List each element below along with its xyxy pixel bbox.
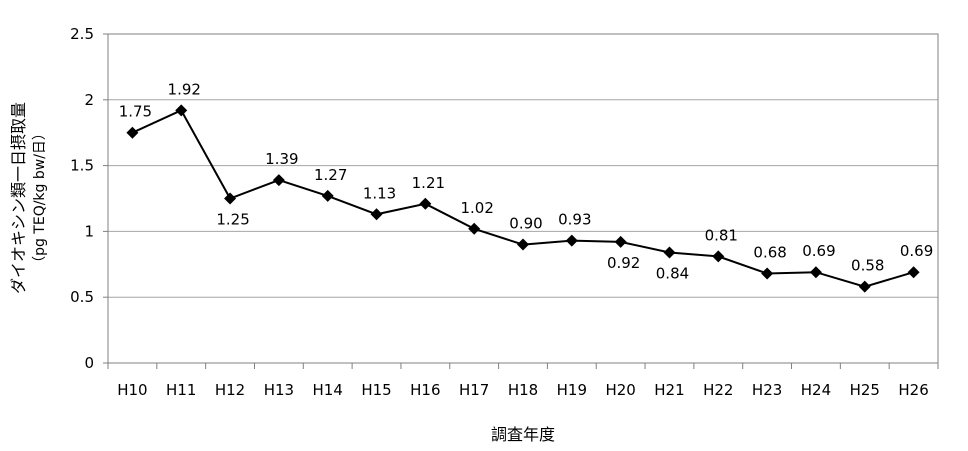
data-label: 0.92 <box>607 254 640 272</box>
data-label: 1.21 <box>412 174 445 192</box>
data-point <box>224 192 237 205</box>
y-axis-title: ダイオキシン類一日摂取量 （pg TEQ/kg bw/日） <box>9 102 48 294</box>
y-tick-label: 0 <box>84 354 94 372</box>
data-point <box>517 238 529 251</box>
data-label: 0.69 <box>900 242 933 260</box>
data-label: 1.25 <box>216 211 249 229</box>
data-points <box>126 104 920 293</box>
y-tick-label: 0.5 <box>70 288 94 306</box>
data-point <box>565 234 578 247</box>
x-tick-label: H12 <box>215 381 245 399</box>
x-tick-label: H10 <box>117 381 147 399</box>
data-label: 0.81 <box>705 226 738 244</box>
data-point <box>614 235 627 248</box>
data-point <box>761 267 774 280</box>
data-label: 0.84 <box>656 264 689 282</box>
data-label: 1.75 <box>119 103 152 121</box>
x-axis-title: 調査年度 <box>491 425 555 444</box>
data-label: 0.93 <box>558 211 591 229</box>
y-axis-title-unit: （pg TEQ/kg bw/日） <box>32 126 48 270</box>
x-tick-label: H26 <box>898 381 928 399</box>
x-axis-ticks <box>107 363 939 369</box>
y-axis-title-main: ダイオキシン類一日摂取量 <box>9 102 28 294</box>
data-point <box>126 126 139 139</box>
x-tick-label: H24 <box>801 381 831 399</box>
data-point <box>907 266 920 279</box>
x-tick-label: H25 <box>850 381 880 399</box>
x-tick-label: H11 <box>166 381 196 399</box>
y-axis-tick-labels: 0 0.5 1 1.5 2 2.5 <box>70 25 94 372</box>
data-point <box>468 222 481 235</box>
data-point <box>321 189 334 202</box>
data-point <box>419 197 432 210</box>
data-label: 0.90 <box>509 215 542 233</box>
y-tick-label: 1 <box>84 222 94 240</box>
x-tick-label: H19 <box>557 381 587 399</box>
x-tick-label: H22 <box>703 381 733 399</box>
x-tick-label: H17 <box>459 381 489 399</box>
data-label: 0.69 <box>802 242 835 260</box>
data-label: 1.02 <box>460 199 493 217</box>
data-point <box>272 174 285 187</box>
x-tick-label: H14 <box>313 381 343 399</box>
data-point <box>175 104 188 117</box>
data-label: 1.13 <box>363 184 396 202</box>
x-tick-label: H16 <box>410 381 440 399</box>
data-label: 1.39 <box>265 150 298 168</box>
data-point <box>809 266 822 279</box>
x-tick-label: H13 <box>264 381 294 399</box>
y-tick-label: 1.5 <box>70 157 94 175</box>
data-labels: 1.75 1.92 1.25 1.39 1.27 1.13 1.21 1.02 0.90 0.93… <box>119 80 934 282</box>
data-label: 1.27 <box>314 166 347 184</box>
data-label: 1.92 <box>168 80 201 98</box>
plot-area <box>107 33 939 364</box>
data-label: 0.58 <box>851 257 884 275</box>
x-axis-tick-labels: H10 H11 H12 H13 H14 H15 H16 H17 H18 H19 H20 H21 H22 H… <box>117 381 929 399</box>
y-tick-label: 2.5 <box>70 25 94 43</box>
data-label: 0.68 <box>753 244 786 262</box>
data-point <box>663 246 676 259</box>
data-point <box>858 280 871 293</box>
series-line <box>131 109 914 288</box>
x-tick-label: H18 <box>508 381 538 399</box>
x-tick-label: H21 <box>654 381 684 399</box>
data-point <box>712 250 725 263</box>
x-tick-label: H15 <box>361 381 391 399</box>
x-tick-label: H23 <box>752 381 782 399</box>
gridlines <box>103 33 938 364</box>
y-tick-label: 2 <box>84 91 94 109</box>
data-point <box>370 208 383 221</box>
x-tick-label: H20 <box>605 381 635 399</box>
